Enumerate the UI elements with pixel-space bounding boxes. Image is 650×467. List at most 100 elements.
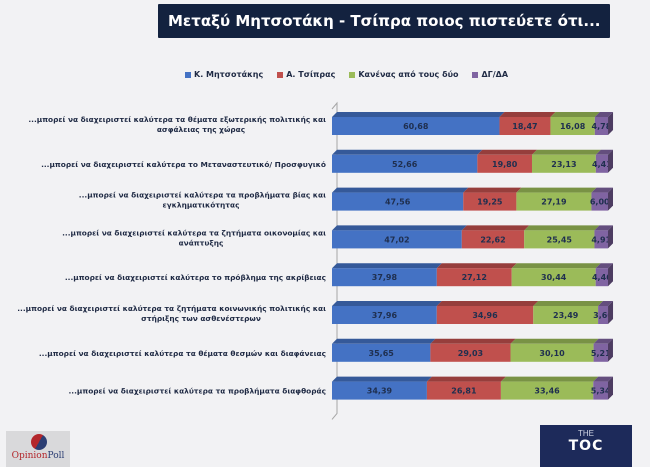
legend-label: ΔΓ/ΔΑ	[481, 70, 509, 79]
bar-top-face	[595, 149, 613, 155]
legend-item-neither: Κανένας από τους δύο	[349, 70, 458, 79]
category-label: ...μπορεί να διαχειριστεί καλύτερα το πρ…	[65, 273, 326, 282]
data-label: 26,81	[451, 387, 477, 396]
bar-top-face	[332, 112, 505, 117]
bar-segment	[511, 268, 596, 287]
bar-segment	[430, 343, 511, 362]
bar-side-face	[608, 225, 613, 249]
data-label: 4,46	[592, 273, 612, 282]
bar-segment	[533, 306, 599, 324]
legend-label: Α. Τσίπρας	[286, 70, 336, 79]
bar-segment	[516, 192, 592, 211]
data-label: 37,98	[372, 273, 398, 282]
data-label: 23,13	[551, 160, 576, 169]
bar-segment	[550, 117, 595, 135]
category-label: εγκληματικότητας	[163, 201, 240, 210]
bar-top-face	[332, 225, 467, 231]
category-label: ...μπορεί να διαχειριστεί καλύτερα τα ζη…	[17, 304, 326, 313]
bar-top-face	[595, 263, 613, 269]
bar-segment	[524, 230, 595, 249]
title-bar: Μεταξύ Μητσοτάκη - Τσίπρα ποιος πιστεύετ…	[158, 4, 610, 38]
bar-segment	[436, 268, 512, 287]
data-label: 19,80	[492, 160, 518, 169]
bar-top-face	[499, 112, 556, 117]
data-label: 29,03	[458, 349, 483, 358]
bar-segment	[332, 117, 500, 135]
bar-segment	[500, 381, 594, 400]
bar-top-face	[533, 301, 604, 306]
bar-segment	[332, 343, 431, 362]
category-label: στήριξης των ασθενέστερων	[141, 314, 261, 323]
bar-segment	[332, 268, 437, 287]
bar-top-face	[516, 187, 597, 193]
data-label: 4,91	[591, 235, 611, 244]
legend-item-dk-na: ΔΓ/ΔΑ	[472, 70, 508, 79]
data-label: 5,21	[591, 349, 611, 358]
bar-segment	[595, 268, 608, 287]
data-label: 25,45	[547, 235, 573, 244]
bar-top-face	[593, 376, 613, 382]
bar-segment	[594, 117, 609, 135]
data-label: 27,19	[541, 198, 567, 207]
category-label: ανάπτυξης	[179, 238, 224, 247]
bar-side-face	[608, 301, 614, 324]
legend-item-mitsotakis: Κ. Μητσοτάκης	[185, 70, 263, 79]
bar-top-face	[430, 338, 516, 344]
data-label: 5,34	[591, 387, 611, 396]
bar-top-face	[531, 149, 601, 155]
bar-top-face	[332, 149, 483, 155]
bar-segment	[332, 381, 427, 400]
data-label: 27,12	[462, 273, 487, 282]
thetoc-main: TOC	[568, 438, 604, 454]
data-label: 34,96	[472, 311, 498, 320]
data-label: 22,62	[480, 235, 505, 244]
bar-segment	[594, 230, 608, 249]
legend-label: Κανένας από τους δύο	[358, 70, 459, 79]
data-label: 30,44	[541, 273, 567, 282]
bar-segment	[332, 306, 437, 324]
legend-swatch	[349, 71, 356, 78]
data-label: 37,96	[372, 311, 398, 320]
bar-side-face	[608, 187, 613, 211]
data-label: 16,08	[560, 122, 586, 131]
category-label: ...μπορεί να διαχειριστεί καλύτερα το Με…	[41, 160, 326, 169]
category-label: ...μπορεί να διαχειριστεί καλύτερα τα πρ…	[68, 387, 326, 396]
legend-item-tsipras: Α. Τσίπρας	[277, 70, 335, 79]
bar-top-face	[332, 263, 442, 269]
data-label: 4,41	[592, 160, 612, 169]
bar-segment	[593, 381, 608, 400]
bar-top-face	[500, 376, 599, 382]
bar-top-face	[593, 338, 613, 344]
bar-segment	[463, 192, 517, 211]
bar-top-face	[436, 301, 539, 306]
chart-title: Μεταξύ Μητσοτάκη - Τσίπρα ποιος πιστεύετ…	[168, 12, 601, 30]
bar-top-face	[332, 187, 469, 193]
data-label: 52,66	[392, 160, 418, 169]
axis-wall	[331, 101, 338, 420]
data-label: 18,47	[512, 122, 537, 131]
legend-label: Κ. Μητσοτάκης	[194, 70, 264, 79]
logo-text-poll: Poll	[47, 451, 65, 461]
bar-top-face	[594, 225, 613, 231]
data-label: 23,49	[553, 311, 579, 320]
bar-top-face	[332, 301, 442, 306]
data-label: 35,65	[369, 349, 395, 358]
bar-segment	[332, 192, 464, 211]
thetoc-the: THE	[578, 429, 594, 438]
legend-swatch	[277, 71, 284, 78]
bar-segment	[436, 306, 534, 324]
data-label: 6,00	[590, 198, 610, 207]
legend-swatch	[472, 71, 479, 78]
bar-top-face	[511, 263, 601, 269]
bar-side-face	[607, 338, 613, 362]
opinionpoll-wordmark: OpinionPoll	[6, 451, 70, 461]
bar-side-face	[608, 263, 613, 287]
data-label: 47,56	[385, 198, 411, 207]
opinionpoll-logo: OpinionPoll	[6, 431, 70, 467]
bar-top-face	[332, 338, 436, 344]
bar-top-face	[477, 149, 537, 155]
bar-segment	[426, 381, 501, 400]
bar-segment	[477, 154, 532, 173]
bar-top-face	[332, 376, 432, 382]
